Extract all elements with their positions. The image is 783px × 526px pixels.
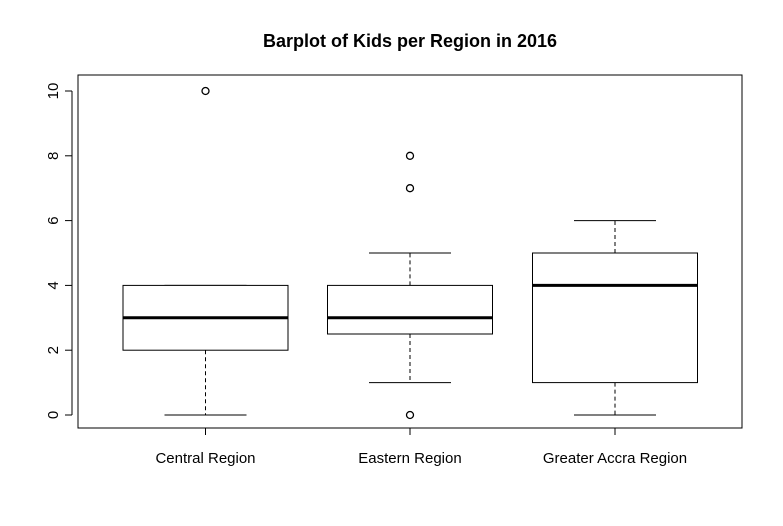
x-tick-label: Greater Accra Region — [543, 450, 687, 467]
y-tick-label: 0 — [45, 411, 62, 419]
box-group — [532, 220, 698, 416]
x-tick-label: Central Region — [155, 450, 255, 467]
box-iqr — [327, 284, 493, 335]
y-tick-label: 4 — [45, 281, 62, 289]
y-tick-label: 10 — [45, 83, 62, 100]
y-tick-label: 8 — [45, 152, 62, 160]
outlier-point — [201, 86, 210, 96]
chart-title: Barplot of Kids per Region in 2016 — [263, 31, 557, 51]
outlier-point — [405, 184, 415, 193]
outlier-point — [405, 151, 415, 160]
box-group — [327, 151, 493, 420]
x-tick-label: Eastern Region — [358, 450, 461, 467]
boxes-layer — [122, 86, 698, 420]
box-iqr — [532, 252, 698, 384]
outlier-point — [405, 410, 415, 420]
y-tick-label: 2 — [45, 346, 62, 354]
box-group — [122, 86, 289, 416]
y-axis: 0 2 4 6 8 10 — [45, 83, 73, 419]
x-axis: Central Region Eastern Region Greater Accr… — [155, 428, 687, 467]
y-tick-label: 6 — [45, 216, 62, 224]
